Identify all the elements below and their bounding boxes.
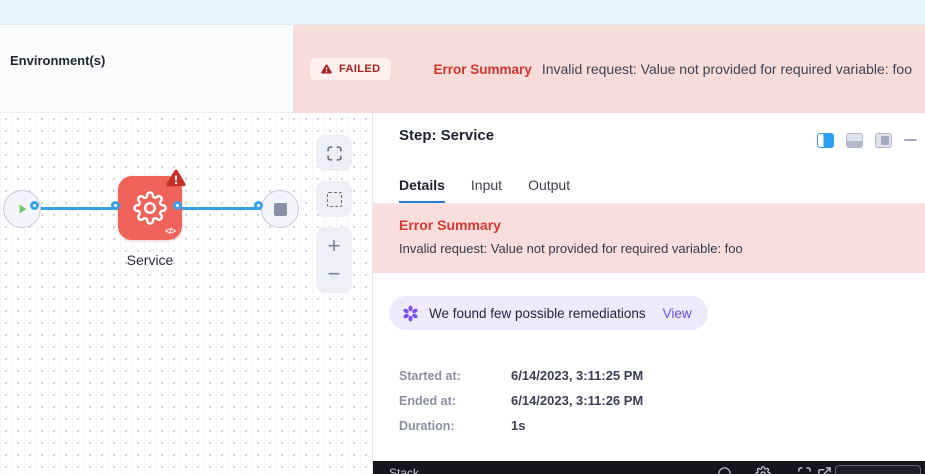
open-in-new-icon[interactable] [817,466,832,474]
error-summary-section: Error Summary Invalid request: Value not… [373,204,925,273]
panel-tabs: Details Input Output [399,177,570,204]
start-node[interactable] [3,190,41,228]
marquee-select-icon [326,191,342,207]
environments-section: Environment(s) [0,25,293,113]
panel-layout-toggles [817,132,917,148]
remediation-view-link[interactable]: View [662,305,692,321]
started-at-value: 6/14/2023, 3:11:25 PM [511,368,644,383]
code-glyph: </> [164,226,176,236]
zoom-in-button[interactable]: + [327,233,341,258]
tab-output[interactable]: Output [528,177,571,193]
ended-at-label: Ended at: [399,394,456,408]
play-icon [19,204,27,214]
console-dropdown[interactable] [835,465,921,474]
meta-row-started: Started at: 6/14/2023, 3:11:25 PM [399,368,643,383]
console-bar[interactable]: Stack [373,461,925,474]
service-node[interactable]: </> [118,169,186,240]
environments-label: Environment(s) [10,53,106,68]
service-input-port[interactable] [111,201,120,210]
meta-row-duration: Duration: 1s [399,418,643,433]
layout-split-bottom-icon[interactable] [846,132,863,148]
gear-icon [133,191,167,225]
step-metadata: Started at: 6/14/2023, 3:11:25 PM Ended … [399,368,643,443]
service-output-port[interactable] [173,201,182,210]
fullscreen-icon[interactable] [797,466,812,474]
help-icon[interactable] [717,466,732,474]
zoom-out-button[interactable]: − [327,261,341,286]
end-input-port[interactable] [254,201,263,210]
end-node[interactable] [261,190,299,228]
status-badge-label: FAILED [339,63,381,75]
error-summary-message: Invalid request: Value not provided for … [399,241,743,256]
node-error-badge-icon [166,169,186,187]
failure-banner: FAILED Error Summary Invalid request: Va… [293,25,925,113]
meta-row-ended: Ended at: 6/14/2023, 3:11:26 PM [399,393,643,408]
ai-sparkle-flower-icon [403,305,418,321]
stop-icon [273,202,287,216]
minimize-panel-icon[interactable] [904,139,917,141]
header-row: Environment(s) FAILED Error Summary Inva… [0,25,925,113]
tab-details[interactable]: Details [399,177,445,204]
start-output-port[interactable] [30,201,39,210]
workflow-canvas[interactable]: </> Service + − [0,113,372,474]
error-summary-title: Error Summary [399,217,501,233]
tabs-divider [373,203,925,204]
started-at-label: Started at: [399,369,461,383]
duration-value: 1s [511,418,526,433]
banner-error-message: Invalid request: Value not provided for … [541,61,912,77]
remediation-text: We found few possible remediations [429,305,646,321]
banner-error-summary-label: Error Summary [433,61,532,77]
ended-at-value: 6/14/2023, 3:11:26 PM [511,393,644,408]
console-settings-icon[interactable] [755,466,771,474]
duration-label: Duration: [399,419,455,433]
top-bar [0,0,925,25]
fit-view-button[interactable] [316,135,352,171]
zoom-controls: + − [316,227,352,293]
warning-triangle-icon [321,64,332,74]
tab-input[interactable]: Input [470,177,503,193]
remediation-pill: We found few possible remediations View [389,296,708,330]
console-label: Stack [389,466,420,474]
layout-split-right-icon[interactable] [817,132,834,148]
layout-floating-icon[interactable] [875,132,892,148]
fit-view-icon [326,145,342,161]
status-badge: FAILED [310,58,391,80]
step-details-panel: Step: Service Details Input Output Error… [372,113,925,474]
service-node-label: Service [126,252,174,268]
panel-title: Step: Service [399,127,495,144]
marquee-select-button[interactable] [316,181,352,217]
